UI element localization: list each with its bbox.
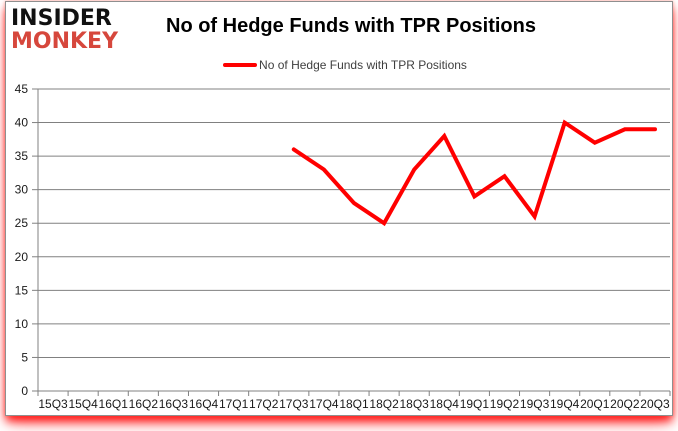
x-axis-label: 18Q3 <box>400 397 430 411</box>
y-axis-label: 15 <box>15 283 29 297</box>
y-axis-label: 5 <box>21 350 28 364</box>
y-axis-label: 30 <box>15 183 29 197</box>
x-axis-label: 15Q3 <box>38 397 68 411</box>
x-axis-label: 15Q4 <box>68 397 98 411</box>
y-axis-label: 45 <box>15 82 29 96</box>
x-axis-label: 16Q1 <box>99 397 129 411</box>
legend-line-swatch <box>223 63 258 67</box>
x-axis-label: 20Q3 <box>640 397 670 411</box>
x-axis-label: 18Q4 <box>430 397 460 411</box>
legend-label: No of Hedge Funds with TPR Positions <box>259 58 467 72</box>
x-axis-label: 17Q3 <box>279 397 309 411</box>
y-axis-label: 40 <box>15 116 29 130</box>
x-axis-label: 17Q2 <box>249 397 279 411</box>
x-axis-label: 16Q4 <box>189 397 219 411</box>
y-axis-label: 35 <box>15 149 29 163</box>
logo-line1: INSIDER <box>11 6 112 31</box>
x-axis-label: 19Q2 <box>490 397 520 411</box>
x-axis-label: 16Q2 <box>129 397 159 411</box>
x-axis-label: 18Q1 <box>339 397 369 411</box>
x-axis-label: 17Q1 <box>219 397 249 411</box>
x-axis-label: 18Q2 <box>369 397 399 411</box>
logo-line2: MONKEY <box>11 29 119 54</box>
y-axis-label: 10 <box>15 317 29 331</box>
line-chart-plot: 0 5 10 15 20 25 30 35 40 45 15Q3 15Q4 16Q1 16Q2 16Q3 16… <box>15 82 671 411</box>
page-title: No of Hedge Funds with TPR Positions <box>166 15 536 37</box>
x-axis-label: 19Q4 <box>550 397 580 411</box>
x-axis-label: 17Q4 <box>309 397 339 411</box>
y-axis-label: 20 <box>15 250 29 264</box>
y-axis-label: 25 <box>15 216 29 230</box>
chart-card: INSIDER MONKEY No of Hedge Funds with TP… <box>5 1 673 416</box>
data-line-series <box>291 119 657 227</box>
x-axis-label: 20Q1 <box>580 397 610 411</box>
chart-legend: No of Hedge Funds with TPR Positions <box>18 58 672 72</box>
x-axis-label: 19Q3 <box>520 397 550 411</box>
x-axis-label: 19Q1 <box>460 397 490 411</box>
x-axis-label: 16Q3 <box>159 397 189 411</box>
y-axis-label: 0 <box>21 384 28 398</box>
x-axis-label: 20Q2 <box>610 397 640 411</box>
insider-monkey-logo: INSIDER MONKEY <box>11 7 118 53</box>
